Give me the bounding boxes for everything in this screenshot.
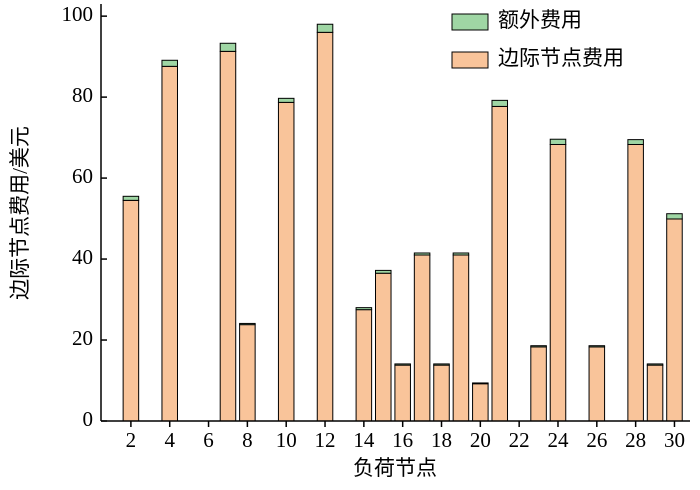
x-tick-label: 16 [392, 428, 413, 452]
bar-segment [646, 363, 664, 366]
y-tick-label: 0 [83, 407, 94, 431]
bar-segment [530, 346, 547, 422]
bar-segment [239, 324, 256, 422]
bar-segment [627, 143, 644, 422]
bar-segment [394, 363, 411, 366]
x-tick-label: 30 [664, 428, 685, 452]
y-tick-label: 80 [72, 83, 93, 107]
y-tick-label: 20 [72, 326, 93, 350]
bar-segment [355, 307, 373, 311]
bar-segment [666, 218, 683, 422]
bar-segment [161, 59, 178, 67]
bar-segment [627, 139, 644, 145]
legend-swatch [451, 51, 489, 69]
bar-segment [491, 105, 509, 422]
legend-label: 边际节点费用 [498, 46, 624, 70]
bar-segment [433, 364, 450, 422]
x-tick-label: 22 [509, 428, 530, 452]
bar-segment [413, 254, 431, 422]
bar-segment [219, 42, 237, 52]
x-tick-label: 12 [315, 428, 336, 452]
bar-segment [219, 50, 237, 422]
bar-segment [161, 65, 178, 422]
bar-segment [394, 364, 411, 422]
bar-segment [122, 195, 140, 201]
bar-segment [452, 254, 470, 422]
bar-segment [472, 382, 489, 385]
bar-segment [316, 23, 334, 33]
y-tick-label: 100 [62, 2, 94, 26]
bar-segment [277, 97, 295, 103]
bar-segment [472, 383, 489, 422]
x-tick-label: 4 [164, 428, 175, 452]
x-tick-label: 20 [470, 428, 491, 452]
bar-segment [530, 345, 547, 348]
y-axis-label: 边际节点费用/美元 [8, 126, 32, 300]
legend-swatch [451, 13, 489, 31]
x-tick-label: 10 [276, 428, 297, 452]
bar-segment [666, 213, 683, 220]
bar-segment [316, 31, 334, 422]
bar-segment [239, 322, 256, 326]
y-tick-label: 40 [72, 245, 93, 269]
bar-segment [491, 99, 509, 107]
x-tick-label: 24 [547, 428, 569, 452]
bar-segment [375, 272, 392, 422]
legend-label: 额外费用 [498, 8, 582, 32]
bar-segment [452, 252, 470, 256]
bar-segment [588, 345, 606, 348]
x-tick-label: 2 [126, 428, 137, 452]
y-tick-label: 60 [72, 164, 93, 188]
x-tick-label: 6 [203, 428, 214, 452]
bar-segment [413, 252, 431, 256]
bar-segment [549, 143, 567, 422]
x-tick-label: 18 [431, 428, 452, 452]
x-axis-label: 负荷节点 [353, 456, 437, 480]
bar-segment [355, 309, 373, 422]
x-tick-label: 14 [353, 428, 375, 452]
bar-segment [122, 199, 140, 422]
bar-segment [646, 364, 664, 422]
bar-segment [588, 346, 606, 422]
bar-segment [375, 269, 392, 274]
x-tick-label: 8 [242, 428, 253, 452]
x-tick-label: 28 [625, 428, 646, 452]
x-tick-label: 26 [586, 428, 607, 452]
bar-segment [549, 138, 567, 145]
bar-segment [433, 363, 450, 366]
bar-segment [277, 101, 295, 422]
